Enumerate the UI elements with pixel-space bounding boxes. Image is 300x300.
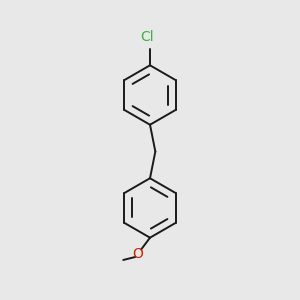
Text: O: O: [133, 247, 143, 261]
Text: Cl: Cl: [140, 31, 154, 44]
